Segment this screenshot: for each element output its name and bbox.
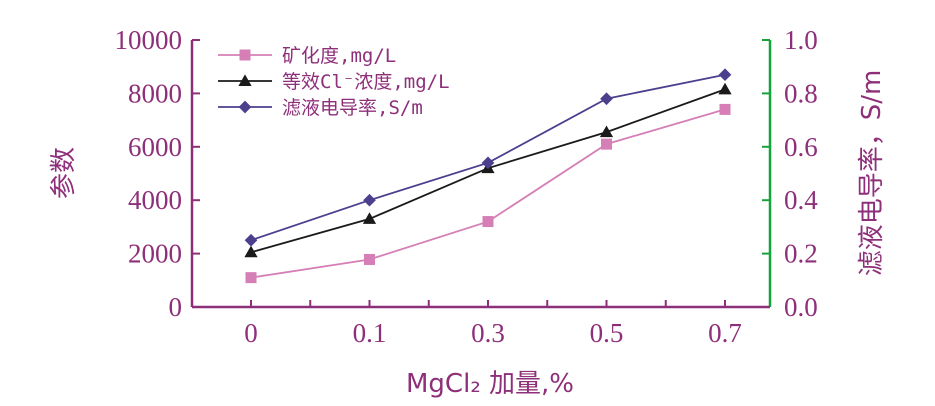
legend-label: 滤液电导率,S/m (282, 97, 423, 119)
legend-marker (238, 74, 252, 86)
data-point (363, 193, 376, 207)
data-point (362, 212, 377, 224)
data-point (718, 82, 732, 95)
y-left-tick-label: 2000 (128, 239, 182, 269)
series-diamond (244, 68, 732, 247)
data-point (719, 103, 731, 115)
y-axis-right-title: 滤液电导率，S/m (857, 70, 887, 277)
y-right-tick-label: 0.6 (784, 132, 818, 162)
data-point (245, 272, 257, 284)
x-tick-label: 0.5 (590, 318, 624, 348)
y-right-tick-label: 1.0 (784, 25, 818, 55)
legend-marker (238, 100, 252, 114)
x-tick-label: 0 (244, 318, 258, 348)
y-left-tick-label: 6000 (128, 132, 182, 162)
x-tick-label: 0.7 (708, 318, 742, 348)
data-point (244, 245, 258, 258)
x-tick-label: 0.1 (353, 318, 387, 348)
legend-marker (239, 49, 251, 61)
data-point (364, 253, 375, 265)
data-point (482, 216, 494, 228)
data-point (718, 68, 732, 82)
y-right-tick-label: 0.8 (784, 78, 818, 108)
x-axis-title: MgCl₂ 加量,% (406, 369, 574, 399)
data-point (599, 125, 614, 138)
y-right-tick-label: 0.0 (784, 292, 818, 322)
series-line (250, 108, 726, 279)
y-axis-left-title: 参数 (49, 147, 79, 199)
series-square (245, 103, 731, 284)
y-left-tick-label: 10000 (115, 25, 183, 55)
y-left-tick-label: 0 (169, 292, 183, 322)
y-left-tick-label: 8000 (128, 78, 182, 108)
data-point (600, 92, 613, 106)
legend-label: 矿化度,mg/L (282, 45, 396, 67)
x-tick-label: 0.3 (471, 318, 505, 348)
y-left-tick-label: 4000 (128, 185, 182, 215)
series-layer (244, 68, 732, 284)
data-point (244, 233, 258, 247)
axes-group: 0 2000 4000 6000 8000 10000 0.0 0.2 0.4 0.6 0.8 1.0… (115, 25, 819, 348)
y-right-tick-label: 0.4 (784, 185, 818, 215)
data-point (481, 156, 495, 170)
legend-label: 等效Cl⁻浓度,mg/L (282, 71, 450, 93)
legend: 矿化度,mg/L 等效Cl⁻浓度,mg/L 滤液电导率,S/m (218, 45, 450, 119)
y-right-tick-label: 0.2 (784, 239, 818, 269)
data-point (601, 138, 612, 150)
